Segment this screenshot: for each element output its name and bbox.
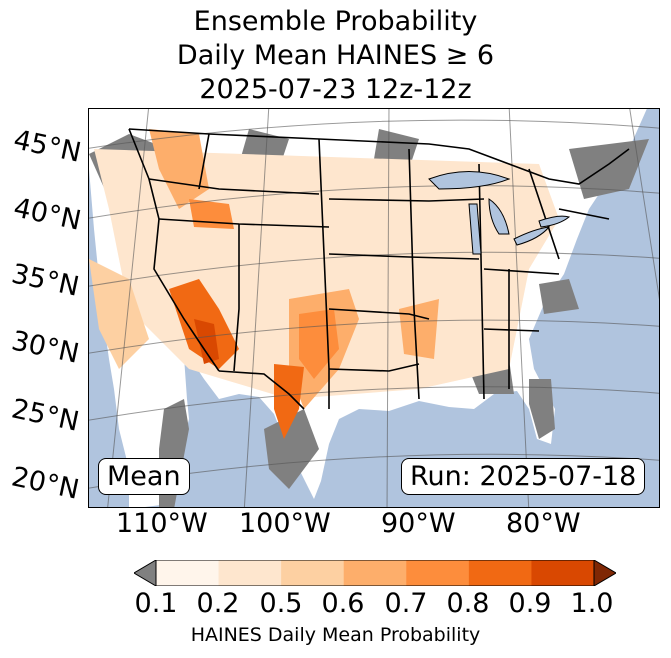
longitude-label-90w: 90°W <box>381 508 456 539</box>
below-threshold-area <box>529 379 555 439</box>
colorbar-over-arrow <box>593 560 616 586</box>
mean-label-box: Mean <box>98 458 190 495</box>
colorbar <box>134 560 616 586</box>
colorbar-tick: 0.5 <box>259 588 303 619</box>
colorbar-tick: 0.7 <box>384 588 428 619</box>
colorbar-under-arrow <box>134 560 157 586</box>
probability-area <box>399 299 439 359</box>
probability-area <box>89 259 149 369</box>
longitude-label-110w: 110°W <box>116 508 208 539</box>
latitude-label-30n: 30°N <box>8 325 82 370</box>
below-threshold-area <box>264 409 319 489</box>
colorbar-bin <box>156 560 220 586</box>
great-lakes <box>428 171 571 255</box>
latitude-label-25n: 25°N <box>8 393 82 438</box>
colorbar-bin <box>531 560 595 586</box>
map-panel <box>88 108 660 508</box>
latitude-label-45n: 45°N <box>10 124 84 169</box>
colorbar-tick: 0.8 <box>446 588 490 619</box>
probability-area <box>274 364 304 439</box>
below-threshold-area <box>569 139 649 199</box>
colorbar-bin <box>468 560 532 586</box>
title-line-1: Ensemble Probability <box>193 6 478 37</box>
title-line-2: Daily Mean HAINES ≥ 6 <box>176 40 495 71</box>
colorbar-bin <box>218 560 282 586</box>
colorbar-bin <box>281 560 345 586</box>
longitude-label-100w: 100°W <box>239 508 331 539</box>
map-canvas <box>89 109 659 507</box>
probability-area <box>149 129 209 209</box>
colorbar-tick: 0.9 <box>508 588 552 619</box>
colorbar-bin <box>406 560 470 586</box>
colorbar-tick: 0.6 <box>321 588 365 619</box>
colorbar-label: HAINES Daily Mean Probability <box>190 624 481 646</box>
probability-area <box>194 319 219 364</box>
state-borders <box>128 128 630 410</box>
below-threshold-area <box>539 279 579 314</box>
latitude-label-35n: 35°N <box>8 258 82 303</box>
colorbar-frame <box>155 560 595 586</box>
colorbar-tick: 0.2 <box>196 588 240 619</box>
colorbar-tick: 1.0 <box>570 588 614 619</box>
longitude-label-80w: 80°W <box>506 508 581 539</box>
colorbar-tick: 0.1 <box>134 588 178 619</box>
title-line-3: 2025-07-23 12z-12z <box>199 74 472 105</box>
latitude-label-20n: 20°N <box>8 461 82 506</box>
latitude-label-40n: 40°N <box>10 192 84 237</box>
colorbar-bin <box>343 560 407 586</box>
run-date-box: Run: 2025-07-18 <box>401 458 646 495</box>
